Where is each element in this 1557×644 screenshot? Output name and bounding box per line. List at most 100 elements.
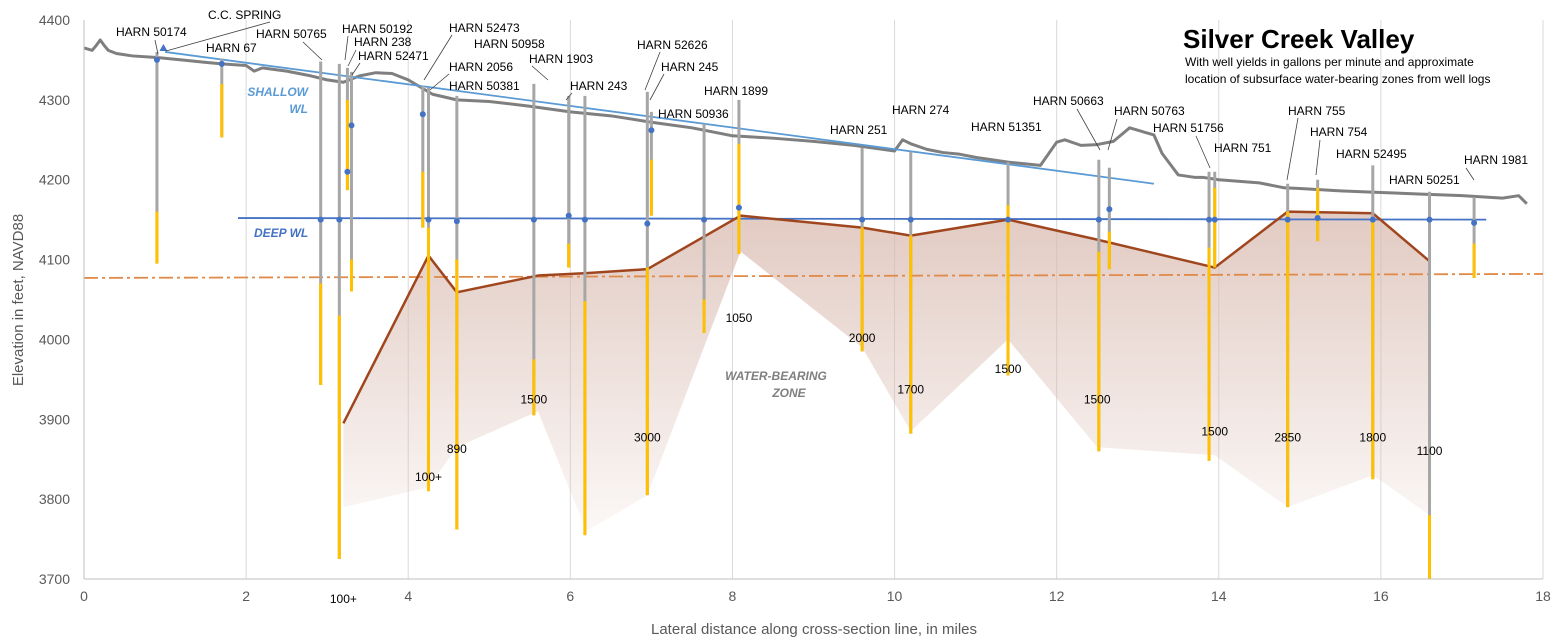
water-level-point [530, 216, 537, 223]
well-label-leader [644, 51, 661, 91]
well-label: HARN 50958 [474, 37, 545, 51]
water-level-point [735, 204, 742, 211]
x-axis-label: Lateral distance along cross-section lin… [651, 621, 977, 638]
yield-label: 1500 [995, 362, 1022, 376]
water-level-point [1426, 216, 1433, 223]
well-label: HARN 238 [354, 35, 412, 49]
yield-label: 1500 [1201, 424, 1228, 438]
yield-label: 890 [447, 442, 467, 456]
zone-label: WATER-BEARING [725, 369, 827, 383]
x-tick-label: 10 [887, 588, 903, 604]
water-level-point [1369, 216, 1376, 223]
well-label-leader [423, 34, 453, 81]
well-label: HARN 751 [1214, 141, 1272, 155]
well-label-leader [1465, 167, 1475, 181]
yield-label: 1050 [726, 311, 753, 325]
well-label-leader [165, 21, 271, 52]
y-tick-label: 4100 [39, 252, 70, 268]
x-tick-label: 2 [242, 588, 250, 604]
well-label: HARN 274 [892, 103, 950, 117]
well-label: HARN 50765 [256, 27, 327, 41]
well-label-leader [347, 49, 357, 67]
well-label: HARN 50663 [1033, 94, 1104, 108]
yield-label: 1100 [1417, 444, 1443, 458]
x-tick-label: 12 [1049, 588, 1065, 604]
well-label-leader [302, 41, 323, 61]
yield-label: 1500 [1084, 392, 1111, 406]
water-level-point [317, 216, 324, 223]
x-tick-label: 4 [404, 588, 412, 604]
yield-label: 3000 [634, 431, 661, 445]
well-label: HARN 50174 [116, 25, 187, 39]
shallow-wl-label: SHALLOW [247, 85, 309, 99]
well-label: C.C. SPRING [208, 8, 281, 22]
water-level-point [1206, 216, 1213, 223]
water-bearing-zone [343, 211, 1430, 532]
well-label-leader [1286, 117, 1299, 181]
shallow-wl-label: WL [289, 102, 308, 116]
x-tick-label: 14 [1211, 588, 1227, 604]
well-label: HARN 243 [570, 79, 628, 93]
yield-label: 1800 [1359, 431, 1386, 445]
water-level-point [907, 216, 914, 223]
y-tick-label: 4400 [39, 12, 70, 28]
well-label: HARN 52626 [637, 38, 708, 52]
water-level-point [344, 168, 351, 175]
well-label-leader [154, 39, 159, 55]
yield-label: 100+ [330, 592, 357, 606]
spring-marker [159, 43, 168, 51]
wells [153, 43, 1478, 579]
well-label: HARN 50381 [449, 79, 520, 93]
y-tick-label: 3900 [39, 411, 70, 427]
y-tick-label: 4000 [39, 331, 70, 347]
water-level-point [425, 216, 432, 223]
well-label-leader [531, 65, 549, 81]
well-label: HARN 245 [661, 60, 719, 74]
y-tick-label: 3700 [39, 571, 70, 587]
yield-label: 100+ [415, 470, 442, 484]
well-label-leader [429, 73, 450, 91]
well-label: HARN 2056 [449, 60, 513, 74]
well-label: HARN 67 [206, 41, 257, 55]
zone-label: ZONE [771, 386, 806, 400]
water-level-point [1106, 206, 1113, 213]
well-label: HARN 1899 [704, 84, 768, 98]
water-level-point [648, 127, 655, 134]
well-label-leader [1195, 135, 1211, 169]
well-label-leader [1107, 118, 1118, 151]
zone-fill [343, 211, 1430, 532]
well-label: HARN 52495 [1336, 147, 1407, 161]
x-tick-label: 0 [80, 588, 88, 604]
y-tick-label: 4300 [39, 92, 70, 108]
well-label: HARN 50251 [1389, 173, 1460, 187]
well-label-leader [1076, 108, 1101, 151]
well-label: HARN 51351 [971, 120, 1042, 134]
water-level-point [644, 220, 651, 227]
water-level-point [1314, 215, 1321, 222]
well-label-leader [565, 92, 573, 101]
well-label-leader [649, 73, 665, 101]
water-level-point [153, 56, 160, 63]
well-label-leader [351, 62, 361, 76]
water-level-point [218, 60, 225, 67]
water-level-point [701, 216, 708, 223]
water-level-point [1095, 216, 1102, 223]
well-label: HARN 50763 [1114, 104, 1185, 118]
well-label: HARN 251 [830, 123, 888, 137]
yield-label: 1500 [521, 392, 548, 406]
well-label: HARN 51756 [1153, 121, 1224, 135]
well-label: HARN 755 [1288, 104, 1346, 118]
chart-subtitle-line-2: location of subsurface water-bearing zon… [1185, 72, 1490, 86]
y-tick-label: 4200 [39, 172, 70, 188]
chart-subtitle-line-1: With well yields in gallons per minute a… [1185, 55, 1474, 69]
water-level-point [859, 216, 866, 223]
water-level-point [581, 216, 588, 223]
well-label: HARN 754 [1310, 125, 1368, 139]
well-label-leader [344, 35, 349, 61]
well-label: HARN 1903 [529, 52, 593, 66]
yield-label: 2850 [1274, 431, 1301, 445]
deep-wl-label: DEEP WL [254, 226, 308, 240]
